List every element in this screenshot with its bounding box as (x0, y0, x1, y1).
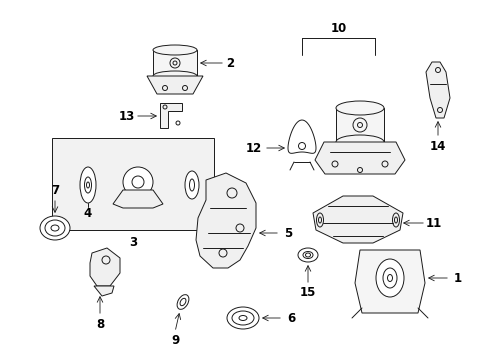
Ellipse shape (335, 135, 383, 149)
Polygon shape (314, 142, 404, 174)
Text: 9: 9 (170, 333, 179, 346)
Polygon shape (94, 286, 114, 296)
Ellipse shape (40, 216, 70, 240)
Text: 1: 1 (453, 271, 461, 284)
Polygon shape (147, 76, 203, 94)
Text: 15: 15 (299, 287, 316, 300)
Text: 4: 4 (84, 207, 92, 220)
Bar (52, 138, 214, 230)
Text: 8: 8 (96, 318, 104, 330)
Text: 5: 5 (284, 226, 291, 239)
Ellipse shape (80, 167, 96, 203)
Text: 3: 3 (129, 235, 137, 248)
Polygon shape (196, 173, 256, 268)
Ellipse shape (153, 45, 197, 55)
Ellipse shape (297, 248, 317, 262)
Polygon shape (90, 248, 120, 286)
Text: 6: 6 (286, 311, 295, 324)
Ellipse shape (226, 307, 259, 329)
Ellipse shape (375, 259, 403, 297)
Ellipse shape (335, 101, 383, 115)
Text: 12: 12 (245, 141, 262, 154)
Text: 7: 7 (51, 184, 59, 197)
Text: 11: 11 (425, 216, 441, 230)
Polygon shape (335, 108, 383, 142)
Polygon shape (153, 50, 197, 76)
Ellipse shape (123, 167, 153, 197)
Polygon shape (312, 196, 402, 243)
Polygon shape (160, 103, 182, 128)
Ellipse shape (153, 71, 197, 81)
Text: 10: 10 (330, 22, 346, 35)
Text: 14: 14 (429, 140, 445, 153)
Text: 13: 13 (119, 109, 135, 122)
Polygon shape (113, 190, 163, 208)
Polygon shape (354, 250, 424, 313)
Ellipse shape (177, 294, 188, 309)
Text: 2: 2 (225, 57, 234, 69)
Ellipse shape (184, 171, 199, 199)
Polygon shape (287, 120, 315, 153)
Polygon shape (425, 62, 449, 118)
